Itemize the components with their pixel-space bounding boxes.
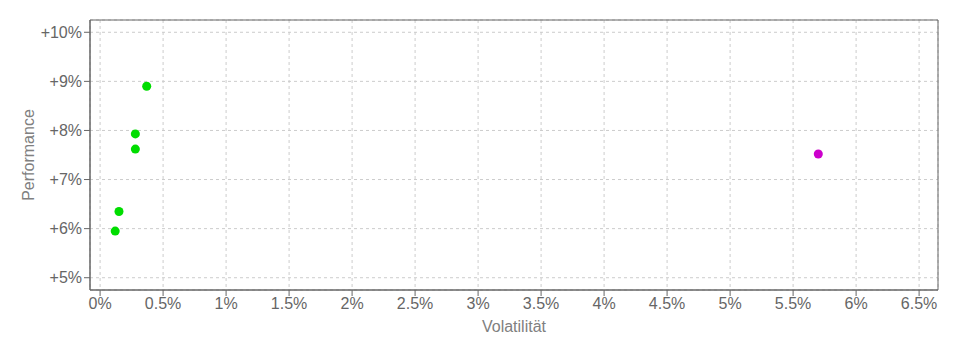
svg-text:+6%: +6% — [50, 220, 82, 237]
svg-text:6.5%: 6.5% — [901, 295, 937, 312]
svg-text:2%: 2% — [341, 295, 364, 312]
svg-text:Volatilität: Volatilität — [482, 318, 547, 335]
svg-text:6%: 6% — [845, 295, 868, 312]
svg-text:Performance: Performance — [20, 109, 37, 201]
svg-text:1.5%: 1.5% — [271, 295, 307, 312]
svg-text:1%: 1% — [215, 295, 238, 312]
svg-text:+8%: +8% — [50, 122, 82, 139]
svg-text:4%: 4% — [593, 295, 616, 312]
svg-text:5.5%: 5.5% — [775, 295, 811, 312]
svg-text:+5%: +5% — [50, 269, 82, 286]
svg-text:+7%: +7% — [50, 171, 82, 188]
svg-text:0.5%: 0.5% — [145, 295, 181, 312]
svg-text:3%: 3% — [467, 295, 490, 312]
svg-text:5%: 5% — [719, 295, 742, 312]
svg-text:2.5%: 2.5% — [397, 295, 433, 312]
svg-text:4.5%: 4.5% — [649, 295, 685, 312]
svg-text:3.5%: 3.5% — [523, 295, 559, 312]
svg-text:+9%: +9% — [50, 73, 82, 90]
svg-text:+10%: +10% — [41, 24, 82, 41]
svg-text:0%: 0% — [89, 295, 112, 312]
